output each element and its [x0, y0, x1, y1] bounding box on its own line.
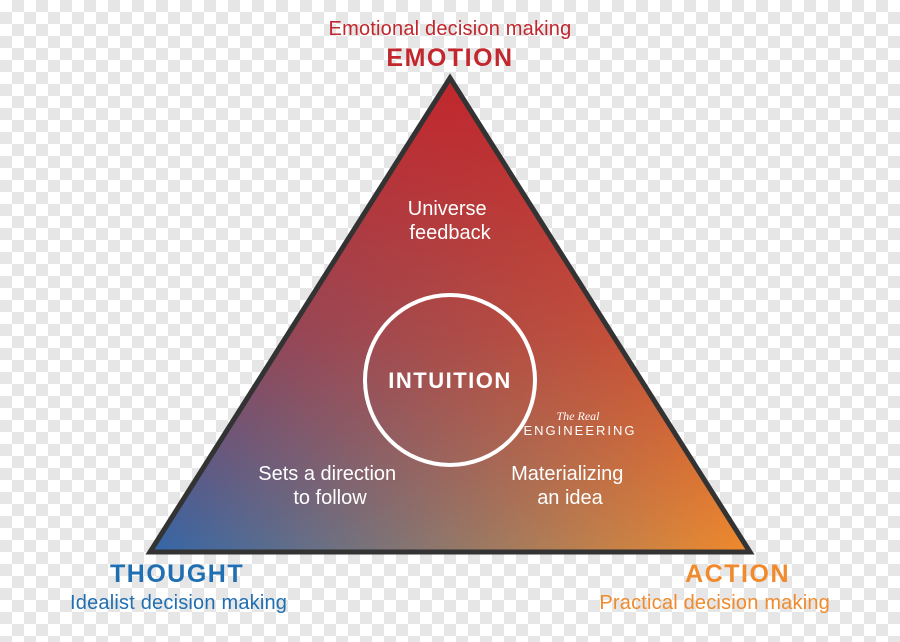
diagram-canvas: INTUITION Universe feedback Sets a direc…	[0, 0, 900, 642]
vertex-top-heading: EMOTION	[0, 44, 900, 73]
vertex-left-heading: THOUGHT	[110, 560, 244, 589]
center-circle-label: INTUITION	[388, 368, 512, 393]
vertex-left-subtitle: Idealist decision making	[70, 592, 287, 615]
vertex-top-subtitle: Emotional decision making	[0, 18, 900, 41]
vertex-right-subtitle: Practical decision making	[599, 592, 830, 615]
triangle-svg: INTUITION Universe feedback Sets a direc…	[0, 0, 900, 642]
vertex-right-heading: ACTION	[685, 560, 790, 589]
triangle-fill	[150, 78, 750, 552]
